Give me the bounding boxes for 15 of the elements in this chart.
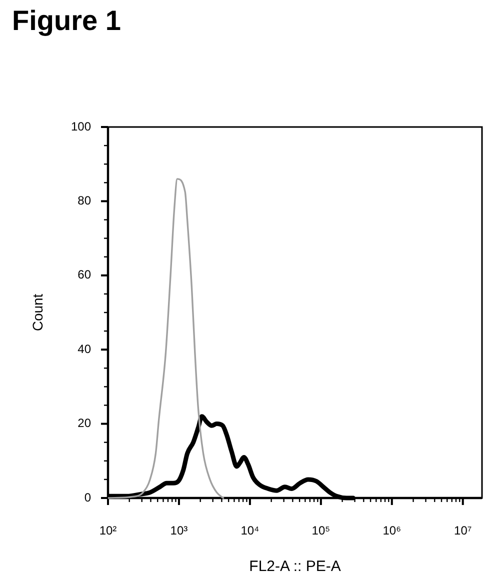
x-axis-title: FL2-A :: PE-A	[249, 558, 341, 576]
y-tick-label: 80	[78, 194, 92, 208]
y-tick-label: 100	[70, 119, 92, 134]
x-tick-label: 10³	[170, 524, 188, 538]
x-tick-label: 10⁵	[312, 524, 330, 538]
y-tick-label: 40	[78, 342, 92, 356]
x-tick-label: 10⁶	[382, 524, 402, 538]
chart-title: Figure 1	[12, 5, 121, 36]
y-tick-label: 60	[78, 268, 92, 282]
x-tick-label: 10²	[99, 524, 117, 538]
y-tick-label: 0	[84, 490, 92, 504]
y-axis-title: Count	[29, 294, 46, 332]
x-tick-label: 10⁷	[454, 524, 472, 538]
y-tick-label: 20	[78, 416, 92, 430]
x-tick-label: 10⁴	[240, 524, 260, 538]
